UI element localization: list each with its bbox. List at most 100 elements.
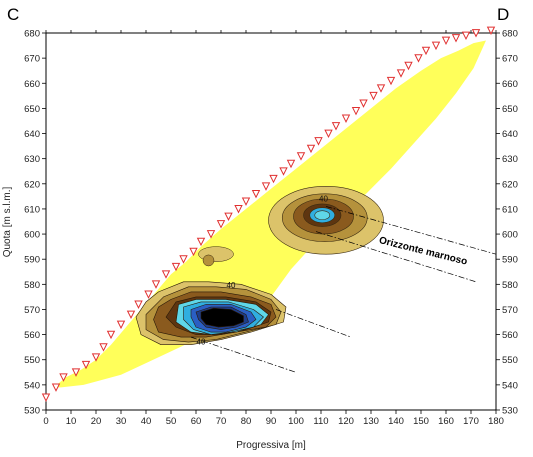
y-tick-label-right: 680 [502,29,518,40]
data-region: 40 40 40 Orizzonte marnoso [41,26,497,402]
x-tick-label: 40 [141,416,152,427]
y-tick-label-right: 650 [502,104,518,115]
anomaly-right-core [314,210,331,221]
x-tick-label: 90 [266,416,277,427]
y-tick-label-right: 600 [502,230,518,241]
x-tick-label: 120 [338,416,354,427]
horizon-line-2 [315,231,477,283]
electrode-marker [234,205,243,214]
x-tick-label: 140 [388,416,404,427]
contour-label-3: 40 [197,338,206,347]
electrode-marker [269,174,278,184]
y-tick-label-right: 630 [502,154,518,165]
electrode-marker [331,122,341,131]
x-tick-label: 20 [91,416,102,427]
y-tick-label-right: 640 [502,129,518,140]
electrode-marker [369,91,378,101]
electrode-marker [404,61,413,71]
x-tick-label: 150 [413,416,429,427]
electrode-marker [51,383,61,392]
contour-label-1: 40 [319,194,328,203]
electrode-marker [279,167,288,176]
y-tick-label-left: 540 [24,380,40,391]
electrode-marker [296,152,306,161]
electrode-marker [461,31,471,41]
y-tick-label-right: 670 [502,54,518,65]
x-tick-label: 70 [216,416,227,427]
y-tick-label-right: 580 [502,280,518,291]
electrode-marker [189,247,198,257]
horizon-line-4 [190,336,297,373]
x-tick-label: 110 [313,416,328,427]
section-label-left: C [7,5,19,24]
x-tick-label: 60 [191,416,202,427]
electrode-marker [241,197,251,206]
y-tick-label-left: 600 [24,230,40,241]
electrode-marker [216,220,226,229]
electrode-marker [144,290,153,299]
y-tick-label-left: 550 [24,355,40,366]
electrode-marker [251,189,261,199]
x-tick-label: 180 [488,416,504,427]
x-tick-label: 170 [463,416,479,427]
y-tick-label-right: 620 [502,179,518,190]
x-tick-label: 0 [43,416,48,427]
x-tick-label: 160 [438,416,454,427]
y-tick-label-left: 590 [24,255,40,266]
y-tick-label-left: 560 [24,330,40,341]
electrode-marker [396,69,406,78]
electrode-marker [486,26,496,36]
electrode-marker [99,343,108,352]
electrode-marker [314,137,323,146]
y-tick-label-left: 660 [24,79,40,90]
electrode-marker [351,107,361,116]
x-tick-label: 100 [288,416,304,427]
contour-label-2: 40 [227,281,236,290]
electrode-marker [261,182,271,191]
electrode-marker [359,99,368,108]
electrode-marker [286,159,296,169]
y-tick-label-right: 610 [502,204,518,215]
y-axis-title: Quota [m s.l.m.] [2,186,13,257]
y-tick-label-left: 610 [24,204,40,215]
electrode-marker [414,54,423,63]
electrode-marker [179,255,188,264]
y-tick-label-left: 620 [24,179,40,190]
y-tick-label-left: 670 [24,54,40,65]
electrode-marker [81,360,91,370]
horizon-line-1 [325,206,497,255]
y-tick-label-right: 530 [502,406,518,417]
y-tick-label-right: 590 [502,255,518,266]
anomaly-left-core [200,307,244,328]
electrode-marker [91,353,101,362]
annotation-orizzonte-marnoso: Orizzonte marnoso [378,235,469,268]
electrode-marker [171,262,181,272]
electrode-marker [206,230,216,239]
y-tick-label-right: 660 [502,79,518,90]
axes: 0 10 20 30 40 50 60 70 80 90 100 110 120 130 140 150 160… [24,29,518,428]
electrode-marker [471,29,481,38]
x-axis-title: Progressiva [m] [236,440,306,451]
electrode-marker [441,36,451,46]
y-tick-label-right: 560 [502,330,518,341]
electrode-marker [126,310,136,320]
y-tick-label-left: 680 [24,29,40,40]
section-label-right: D [497,5,509,24]
electrode-marker [134,300,143,309]
electrode-marker [196,237,206,247]
x-tick-label: 30 [116,416,127,427]
x-tick-label: 10 [66,416,77,427]
electrode-marker [41,393,51,402]
y-tick-label-left: 640 [24,129,40,140]
y-tick-label-left: 630 [24,154,40,165]
electrode-marker [324,129,333,139]
electrode-marker [59,373,68,382]
y-tick-label-right: 570 [502,305,518,316]
y-tick-label-right: 540 [502,380,518,391]
electrode-marker [116,320,126,330]
electrode-marker [224,212,233,221]
y-tick-label-left: 530 [24,406,40,417]
anomaly-small-2 [202,254,215,267]
x-tick-label: 80 [241,416,252,427]
